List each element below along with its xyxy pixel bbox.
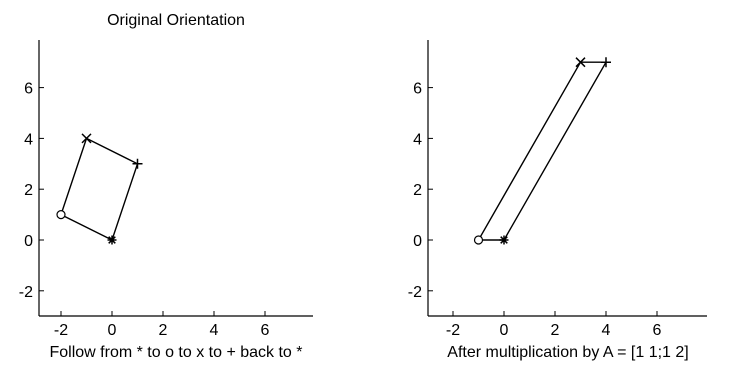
asterisk-marker <box>499 235 509 245</box>
chart-right: -2 0 2 4 6 -2 0 2 4 6 After multiplication by A =… <box>408 40 707 361</box>
x-marker <box>81 133 92 144</box>
x-axis-label: Follow from * to o to x to + back to * <box>50 344 303 361</box>
x-tick-label: 6 <box>653 322 662 339</box>
chart-title: Original Orientation <box>107 12 245 29</box>
y-tick-label: 0 <box>24 233 33 250</box>
x-tick-label: 0 <box>108 322 117 339</box>
y-tick-label: 4 <box>24 131 33 148</box>
tick-group: -2 0 2 4 6 -2 0 2 4 6 <box>19 81 270 339</box>
circle-marker <box>473 235 484 245</box>
x-tick-label: -2 <box>54 322 68 339</box>
series-line <box>60 137 139 241</box>
tick-group: -2 0 2 4 6 -2 0 2 4 6 <box>408 81 662 339</box>
y-tick-label: 6 <box>413 81 422 98</box>
y-tick-label: -2 <box>19 284 33 301</box>
plus-marker <box>132 158 143 169</box>
y-tick-label: -2 <box>408 284 422 301</box>
series-line <box>477 61 608 241</box>
circle-marker <box>56 210 66 220</box>
y-tick-label: 0 <box>413 233 422 250</box>
x-tick-label: 2 <box>159 322 168 339</box>
x-tick-label: -2 <box>446 322 460 339</box>
y-tick-label: 4 <box>413 131 422 148</box>
x-tick-label: 4 <box>602 322 611 339</box>
y-tick-label: 2 <box>24 182 33 199</box>
x-tick-label: 4 <box>210 322 219 339</box>
x-axis-label: After multiplication by A = [1 1;1 2] <box>447 344 688 361</box>
plot-area <box>56 133 143 245</box>
asterisk-marker <box>107 235 117 245</box>
y-tick-label: 2 <box>413 182 422 199</box>
y-tick-label: 6 <box>24 81 33 98</box>
x-tick-label: 0 <box>500 322 509 339</box>
chart-left: Original Orientation -2 0 2 4 6 -2 0 2 4 6 Follow… <box>19 12 313 361</box>
plot-area <box>473 57 611 245</box>
x-tick-label: 2 <box>551 322 560 339</box>
x-tick-label: 6 <box>261 322 270 339</box>
plus-marker <box>601 57 611 68</box>
x-marker <box>575 57 586 68</box>
